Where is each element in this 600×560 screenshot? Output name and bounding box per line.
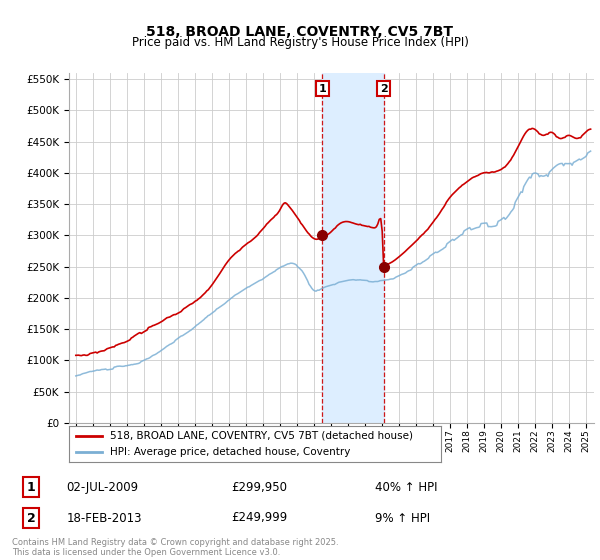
Text: 1: 1	[26, 480, 35, 494]
Text: 40% ↑ HPI: 40% ↑ HPI	[375, 480, 437, 494]
Text: Contains HM Land Registry data © Crown copyright and database right 2025.
This d: Contains HM Land Registry data © Crown c…	[12, 538, 338, 557]
Bar	[322, 73, 383, 423]
Text: 9% ↑ HPI: 9% ↑ HPI	[375, 511, 430, 525]
Text: 1: 1	[318, 83, 326, 94]
Text: 518, BROAD LANE, COVENTRY, CV5 7BT: 518, BROAD LANE, COVENTRY, CV5 7BT	[146, 25, 454, 39]
Text: 02-JUL-2009: 02-JUL-2009	[67, 480, 139, 494]
Text: HPI: Average price, detached house, Coventry: HPI: Average price, detached house, Cove…	[110, 447, 350, 457]
Text: 2: 2	[26, 511, 35, 525]
Text: Price paid vs. HM Land Registry's House Price Index (HPI): Price paid vs. HM Land Registry's House …	[131, 36, 469, 49]
Text: 18-FEB-2013: 18-FEB-2013	[67, 511, 142, 525]
Text: 2: 2	[380, 83, 388, 94]
Text: £249,999: £249,999	[231, 511, 287, 525]
Text: 518, BROAD LANE, COVENTRY, CV5 7BT (detached house): 518, BROAD LANE, COVENTRY, CV5 7BT (deta…	[110, 431, 413, 441]
Text: £299,950: £299,950	[231, 480, 287, 494]
